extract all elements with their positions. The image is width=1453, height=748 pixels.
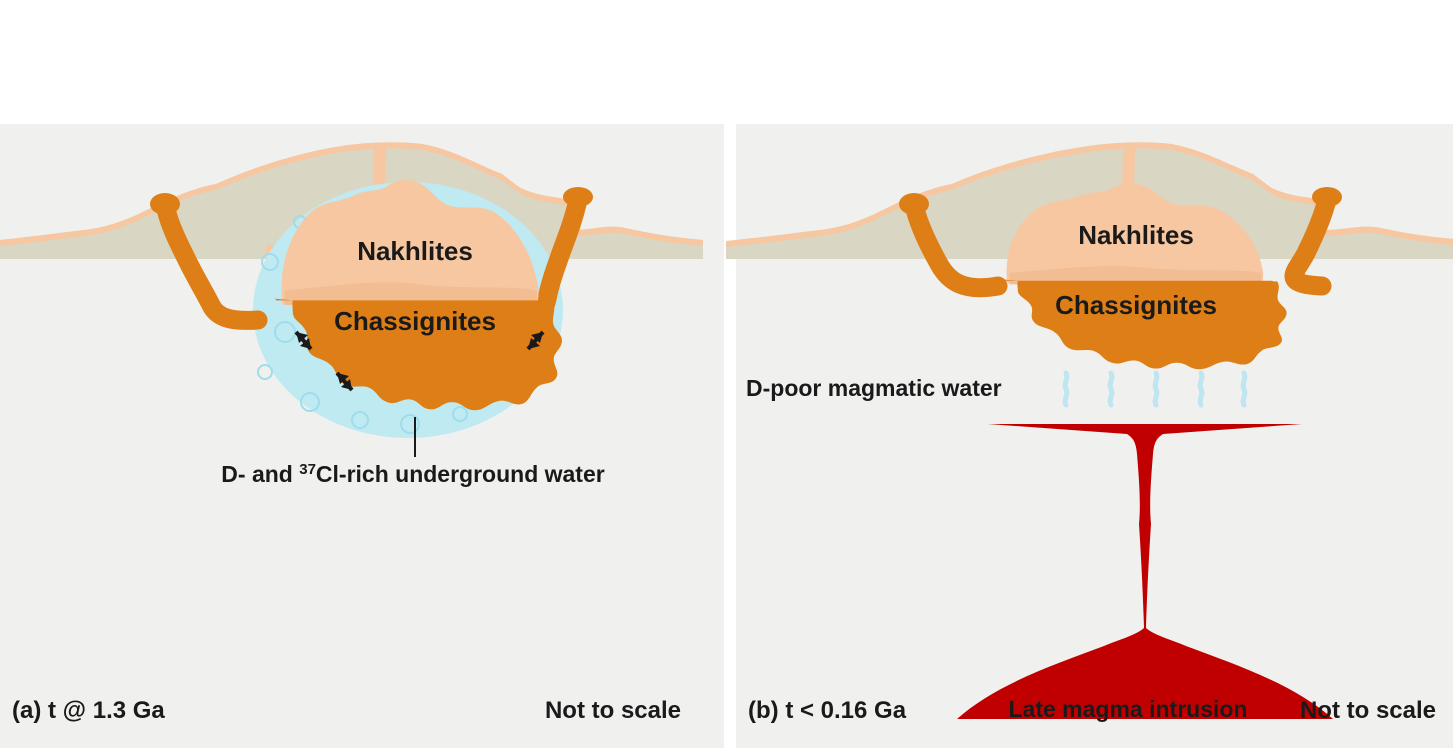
svg-text:Chassignites: Chassignites: [334, 306, 496, 336]
svg-text:Late magma intrusion: Late magma intrusion: [1009, 696, 1248, 722]
svg-text:Not to scale: Not to scale: [1300, 697, 1436, 724]
svg-text:(b) t < 0.16 Ga: (b) t < 0.16 Ga: [748, 697, 907, 724]
svg-text:D-poor magmatic water: D-poor magmatic water: [746, 375, 1002, 401]
svg-text:(a) t @ 1.3 Ga: (a) t @ 1.3 Ga: [12, 697, 165, 724]
svg-text:Not to scale: Not to scale: [545, 697, 681, 724]
svg-text:Nakhlites: Nakhlites: [1078, 220, 1194, 250]
svg-text:D- and 37Cl-rich underground w: D- and 37Cl-rich underground water: [221, 461, 604, 487]
svg-text:Chassignites: Chassignites: [1055, 290, 1217, 320]
svg-text:Nakhlites: Nakhlites: [357, 236, 473, 266]
